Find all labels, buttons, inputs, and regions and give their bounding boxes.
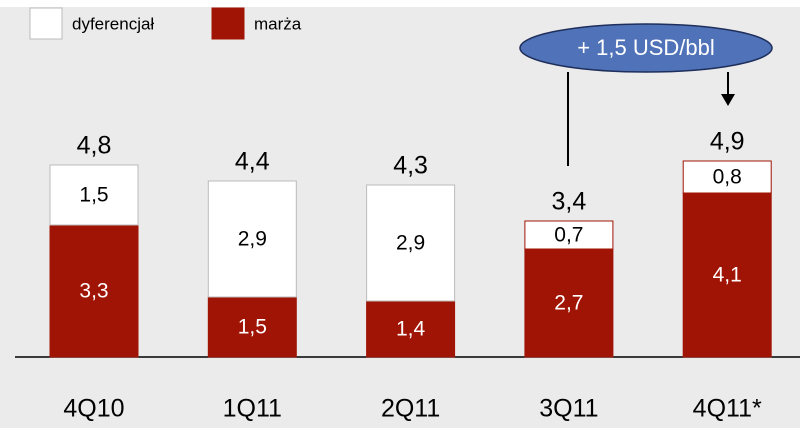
- annotation-bubble: [519, 23, 773, 73]
- legend-swatch: [29, 7, 63, 40]
- total-label: 4,4: [235, 148, 270, 176]
- bar-segment: [49, 164, 139, 226]
- value-label: 0,8: [713, 166, 742, 189]
- annotation-arrowhead: [721, 94, 735, 106]
- x-tick-label: 2Q11: [381, 395, 440, 423]
- value-label: 4,1: [713, 264, 742, 287]
- value-label: 2,9: [396, 232, 425, 255]
- x-tick-label: 3Q11: [539, 395, 598, 423]
- x-tick-label: 4Q11*: [693, 395, 762, 423]
- bar-segment: [207, 180, 297, 298]
- legend-label: marża: [254, 14, 302, 33]
- legend-label: dyferencjał: [72, 14, 154, 33]
- x-tick-label: 1Q11: [223, 395, 282, 423]
- total-label: 4,8: [77, 132, 112, 160]
- bar-segment: [366, 300, 456, 358]
- value-label: 1,4: [396, 318, 426, 341]
- value-label: 3,3: [79, 280, 108, 303]
- x-tick-label: 4Q10: [63, 395, 124, 423]
- annotation-text: + 1,5 USD/bbl: [577, 35, 715, 60]
- legend-swatch: [211, 7, 245, 40]
- bar-segment: [682, 160, 772, 194]
- value-label: 2,9: [238, 228, 267, 251]
- bar-segment: [524, 220, 614, 250]
- bar-segment: [366, 184, 456, 302]
- bar-segment: [49, 224, 139, 358]
- bar-segment: [524, 248, 614, 358]
- bar-segment: [682, 192, 772, 358]
- value-label: 2,7: [554, 292, 583, 315]
- total-label: 3,4: [552, 188, 587, 216]
- total-label: 4,3: [393, 152, 428, 180]
- bar-segment: [207, 296, 297, 358]
- value-label: 1,5: [238, 316, 267, 339]
- total-label: 4,9: [710, 128, 745, 156]
- value-label: 0,7: [554, 224, 583, 247]
- value-label: 1,5: [79, 184, 108, 207]
